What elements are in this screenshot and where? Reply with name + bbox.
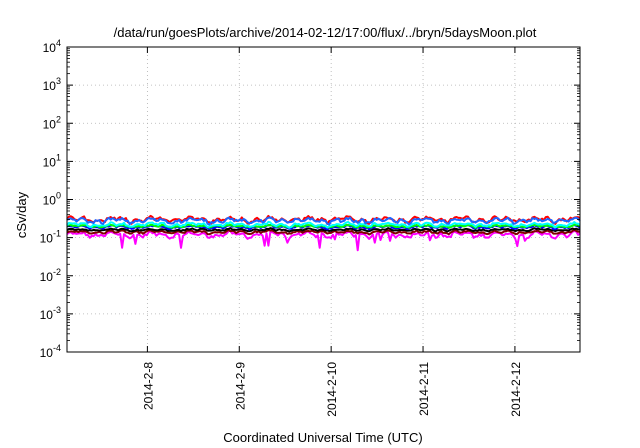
y-tick-exponent: -3 (53, 305, 61, 315)
series-line (66, 229, 581, 252)
series-line (66, 227, 580, 233)
y-tick-label: 101 (43, 152, 61, 169)
x-tick-label: 2014-2-8 (141, 362, 155, 410)
series-line (66, 220, 581, 229)
y-tick-exponent: -1 (53, 229, 61, 239)
y-tick-exponent: -4 (53, 343, 61, 353)
y-tick-exponent: 3 (56, 76, 61, 86)
x-axis-label: Coordinated Universal Time (UTC) (223, 430, 422, 445)
series-lines (66, 214, 581, 252)
y-tick-label: 103 (43, 76, 61, 93)
y-tick-exponent: 0 (56, 191, 61, 201)
x-tick-label: 2014-2-11 (417, 362, 431, 416)
y-tick-label: 102 (43, 114, 61, 131)
y-tick-label: 100 (43, 191, 61, 208)
y-tick-label: 10-4 (40, 343, 61, 360)
x-tick-label: 2014-2-12 (509, 362, 523, 417)
grid-lines (67, 46, 580, 353)
plot-border (66, 46, 581, 353)
y-tick-exponent: 2 (56, 114, 61, 124)
y-tick-label: 104 (43, 38, 61, 55)
y-axis-label: cSv/day (14, 191, 29, 238)
x-tick-label: 2014-2-10 (325, 362, 339, 417)
series-line (66, 228, 581, 236)
series-line (66, 214, 581, 225)
x-tick-labels: 2014-2-8 2014-2-9 2014-2-10 2014-2-11 2014-2… (141, 362, 523, 417)
y-tick-exponent: -2 (53, 267, 61, 277)
x-tick-label: 2014-2-9 (233, 362, 247, 410)
y-tick-label: 10-2 (40, 267, 61, 284)
y-tick-exponent: 1 (56, 152, 61, 162)
series-line (66, 216, 581, 226)
y-tick-exponent: 4 (56, 38, 61, 48)
y-tick-label: 10-3 (40, 305, 61, 322)
plot-frame (66, 46, 581, 353)
y-tick-label: 10-1 (40, 229, 61, 246)
chart-title: /data/run/goesPlots/archive/2014-02-12/1… (114, 25, 537, 40)
